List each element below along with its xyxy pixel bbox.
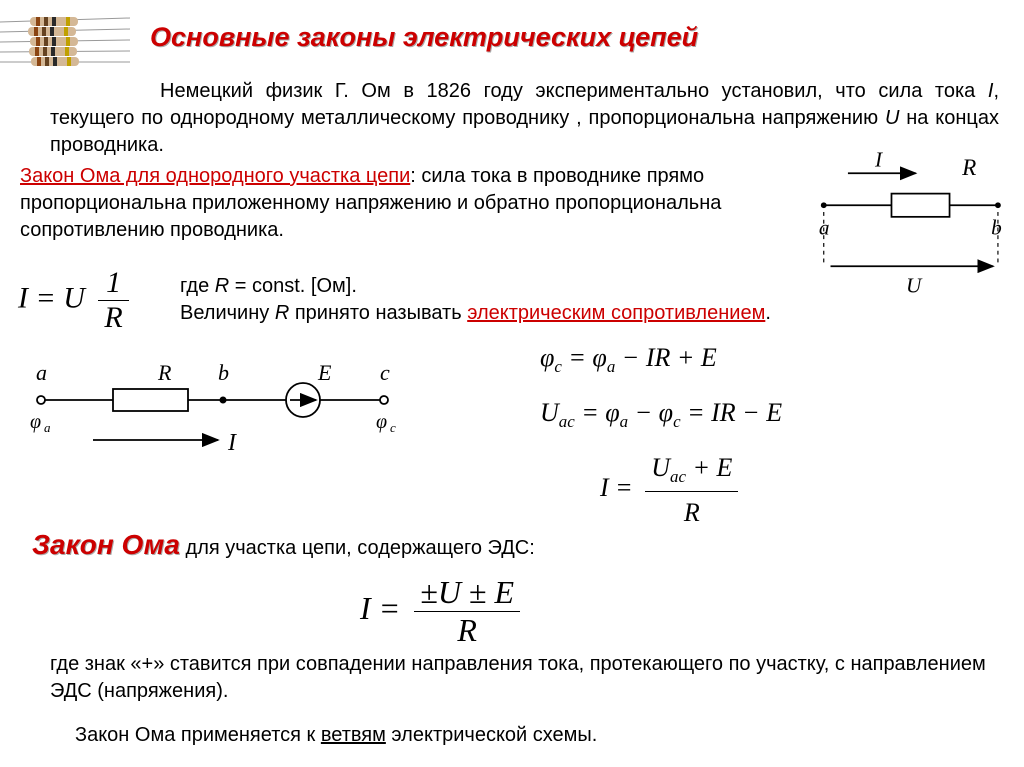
svg-text:φ: φ: [30, 411, 41, 433]
formula-general-ohm: I = ±U ± E R: [360, 574, 520, 649]
svg-text:φ: φ: [376, 411, 387, 433]
svg-text:a: a: [44, 420, 51, 435]
svg-text:R: R: [961, 155, 976, 181]
ohm-law-emf-heading: Закон Ома для участка цепи, содержащего …: [32, 529, 535, 561]
ohm-law-homogeneous: Закон Ома для однородного участка цепи: …: [20, 163, 780, 244]
formula-i-equals-u-over-r: I = U 1 R: [18, 266, 129, 335]
svg-text:I: I: [874, 152, 883, 172]
eq-i-fraction: I = Uac + E R: [600, 447, 782, 533]
eq-uac: Uac = φa − φc = IR − E: [540, 392, 782, 435]
svg-text:R: R: [157, 360, 172, 385]
svg-text:b: b: [218, 360, 229, 385]
sign-convention-note: где знак «+» ставится при совпадении нап…: [50, 651, 999, 705]
resistors-photo: [0, 12, 130, 72]
svg-text:E: E: [317, 360, 332, 385]
eq-phi-c: φc = φa − IR + E: [540, 337, 782, 380]
page-title: Основные законы электрических цепей: [150, 22, 698, 53]
svg-text:c: c: [390, 420, 396, 435]
resistor-diagram: I R a b U: [806, 152, 1006, 302]
intro-text: Немецкий физик Г. Ом в 1826 году экспери…: [50, 78, 999, 159]
svg-text:I: I: [227, 430, 237, 456]
branch-note: Закон Ома применяется к ветвям электриче…: [75, 724, 597, 747]
equation-group: φc = φa − IR + E Uac = φa − φc = IR − E …: [540, 337, 782, 545]
ohm-law-heading: Закон Ома для однородного участка цепи: [20, 165, 410, 187]
svg-text:c: c: [380, 360, 390, 385]
r-const-note: где R = const. [Ом]. Величину R принято …: [180, 273, 771, 327]
circuit-emf-diagram: a R b E c φa φc I: [18, 360, 418, 470]
svg-text:b: b: [991, 215, 1002, 239]
svg-text:a: a: [36, 360, 47, 385]
svg-text:U: U: [906, 273, 923, 297]
